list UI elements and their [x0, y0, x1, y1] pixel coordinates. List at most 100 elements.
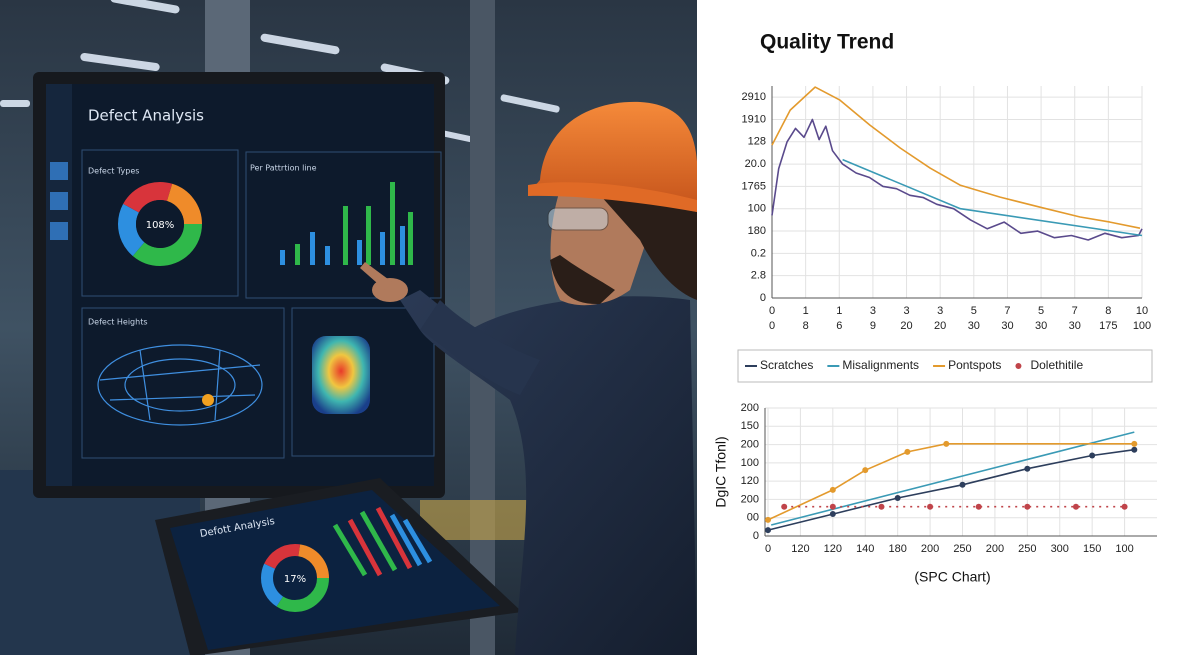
series-line	[767, 443, 1135, 521]
legend-label: Pontspots	[948, 358, 1001, 372]
x-tick-label-secondary: 8	[803, 320, 809, 332]
x-tick-label: 300	[1051, 543, 1069, 555]
monitor-title: Defect Analysis	[88, 107, 204, 125]
donut-label: 108%	[146, 220, 175, 231]
marker	[1024, 503, 1031, 510]
marker	[765, 527, 771, 534]
y-tick-label: 100	[741, 457, 759, 469]
heatmap	[312, 336, 370, 414]
goggles	[547, 207, 609, 231]
x-tick-label: 5	[971, 305, 977, 317]
x-axis-label: (SPC Chart)	[914, 569, 990, 585]
y-tick-label: 0.2	[751, 247, 766, 259]
x-tick-label: 8	[1105, 305, 1111, 317]
marker	[765, 516, 771, 523]
marker	[975, 503, 982, 510]
marker	[829, 486, 836, 493]
worker	[360, 101, 697, 655]
x-tick-label-secondary: 30	[968, 320, 980, 332]
y-tick-label: 0	[760, 292, 766, 304]
marker	[1072, 503, 1079, 510]
x-tick-label: 7	[1004, 305, 1010, 317]
y-tick-label: 1765	[742, 180, 766, 192]
x-tick-label: 120	[791, 543, 809, 555]
y-tick-label: 200	[741, 402, 759, 414]
panel-title: Defect Heights	[88, 318, 148, 327]
x-tick-label: 5	[1038, 305, 1044, 317]
tablet-bars	[332, 506, 433, 577]
x-tick-label: 150	[1083, 543, 1101, 555]
marker	[894, 494, 901, 501]
marker	[904, 448, 911, 455]
y-tick-label: 2910	[742, 91, 766, 103]
y-tick-label: 2.8	[751, 270, 766, 282]
factory-scene: Defect Analysis Defect Types 108% Per Pa…	[0, 0, 697, 655]
y-tick-label: 00	[747, 512, 759, 524]
y-tick-label: 150	[741, 420, 759, 432]
marker	[1089, 452, 1096, 459]
marker	[1131, 440, 1138, 447]
donut	[118, 182, 202, 266]
panel	[81, 307, 285, 459]
legend-label: Scratches	[760, 358, 813, 372]
marker	[781, 503, 788, 510]
x-tick-label-secondary: 6	[836, 320, 842, 332]
y-tick-label: 0	[753, 530, 759, 542]
x-tick-label: 1	[803, 305, 809, 317]
x-tick-label: 140	[856, 543, 874, 555]
panel	[245, 151, 442, 299]
x-tick-label: 3	[937, 305, 943, 317]
panel	[81, 149, 239, 297]
x-tick-label-secondary: 9	[870, 320, 876, 332]
marker	[878, 503, 885, 510]
x-tick-label-secondary: 20	[900, 320, 912, 332]
x-tick-label-secondary: 30	[1069, 320, 1081, 332]
x-tick-label-secondary: 20	[934, 320, 946, 332]
x-tick-label-secondary: 175	[1099, 320, 1117, 332]
x-tick-label: 200	[921, 543, 939, 555]
y-tick-label: 20.0	[745, 158, 766, 170]
x-tick-label: 180	[888, 543, 906, 555]
y-tick-label: 128	[748, 136, 766, 148]
legend-swatch	[1015, 363, 1022, 369]
panel-title: Defect Types	[88, 167, 139, 176]
tablet-donut-label: 17%	[284, 574, 306, 585]
panel-title: Per Pattrtion line	[250, 164, 317, 173]
marker	[1121, 503, 1128, 510]
y-tick-label: 1910	[742, 113, 766, 125]
tablet: Defott Analysis 17%	[155, 478, 522, 655]
x-tick-label: 250	[1018, 543, 1036, 555]
x-tick-label: 3	[870, 305, 876, 317]
x-tick-label: 0	[769, 305, 775, 317]
marker	[1131, 446, 1138, 453]
x-tick-label: 7	[1072, 305, 1078, 317]
series-line	[842, 158, 1143, 237]
marker	[862, 467, 869, 474]
x-tick-label-secondary: 100	[1133, 320, 1151, 332]
y-tick-label: 200	[741, 493, 759, 505]
x-tick-label: 0	[765, 543, 771, 555]
y-tick-label: 180	[748, 225, 766, 237]
legend-label: Dolethitile	[1030, 358, 1083, 372]
x-tick-label: 120	[824, 543, 842, 555]
engine-sketch	[97, 344, 263, 426]
screen-bars	[280, 182, 413, 265]
y-tick-label: 100	[748, 203, 766, 215]
x-tick-label: 1	[836, 305, 842, 317]
x-tick-label: 10	[1136, 305, 1148, 317]
marker	[943, 440, 950, 447]
series-line	[771, 86, 1141, 229]
x-tick-label: 200	[986, 543, 1004, 555]
x-tick-label-secondary: 30	[1001, 320, 1013, 332]
x-tick-label-secondary: 0	[769, 320, 775, 332]
marker	[829, 503, 836, 510]
y-tick-label: 200	[741, 438, 759, 450]
x-tick-label: 3	[903, 305, 909, 317]
x-tick-label-secondary: 30	[1035, 320, 1047, 332]
tablet-donut	[261, 544, 329, 612]
legend-label: Misalignments	[842, 358, 919, 372]
marker	[1024, 465, 1031, 472]
y-tick-label: 120	[741, 475, 759, 487]
